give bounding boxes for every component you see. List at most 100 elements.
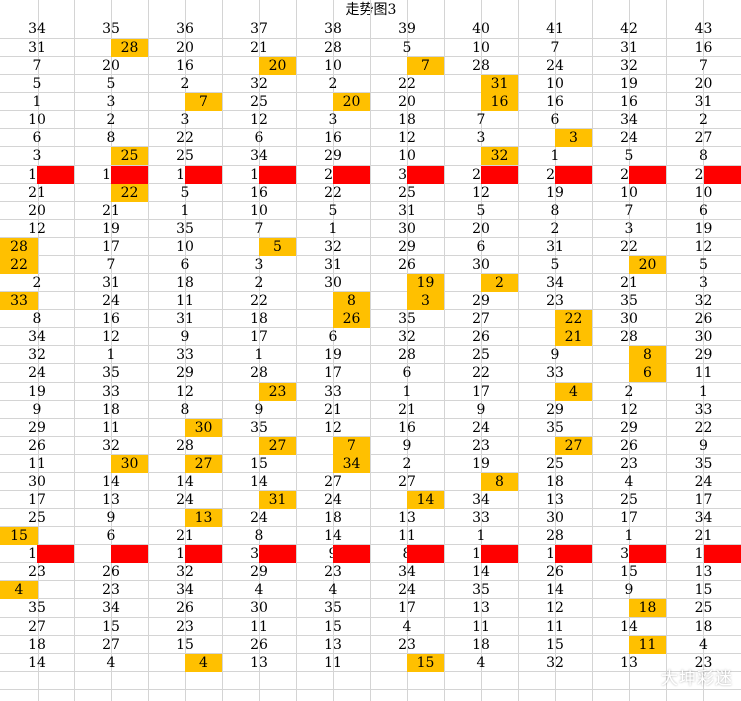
number-cell: 4	[699, 637, 708, 653]
number-cell: 26	[333, 310, 370, 328]
number-cell: 24	[102, 293, 120, 309]
number-cell: 31	[259, 491, 296, 509]
number-cell: 1	[254, 347, 264, 363]
separator-bar	[629, 545, 666, 563]
grid-hline	[0, 219, 741, 220]
separator-bar	[185, 166, 222, 184]
number-cell: 22	[398, 76, 416, 92]
grid-hline	[0, 56, 741, 57]
number-cell: 32	[481, 147, 518, 165]
number-cell: 27	[185, 455, 222, 473]
number-cell: 33	[472, 510, 490, 526]
number-cell: 35	[250, 420, 268, 436]
number-cell: 14	[546, 582, 564, 598]
number-cell: 12	[546, 600, 564, 616]
number-cell: 11	[629, 636, 666, 654]
number-cell: 20	[259, 57, 296, 75]
grid-hline	[0, 255, 741, 256]
number-cell: 2	[550, 221, 560, 237]
number-cell: 17	[324, 365, 342, 381]
number-cell: 20	[176, 40, 194, 56]
number-cell: 9	[180, 329, 190, 345]
number-cell: 27	[102, 637, 120, 653]
grid-hline	[0, 146, 741, 147]
number-cell: 22	[472, 365, 490, 381]
number-cell: 28	[0, 238, 38, 256]
number-cell: 13	[185, 509, 222, 527]
number-cell: 24	[620, 130, 638, 146]
number-cell: 14	[28, 655, 46, 671]
number-cell: 32	[620, 58, 638, 74]
number-cell: 27	[398, 474, 416, 490]
number-cell: 29	[398, 239, 416, 255]
number-cell: 9	[254, 402, 264, 418]
number-cell: 31	[176, 311, 194, 327]
number-cell: 23	[546, 293, 564, 309]
number-cell: 29	[472, 293, 490, 309]
number-cell: 16	[250, 185, 268, 201]
number-cell: 7	[407, 57, 444, 75]
number-cell: 25	[620, 492, 638, 508]
number-cell: 1	[476, 528, 486, 544]
number-cell: 18	[176, 275, 194, 291]
separator-bar	[629, 166, 666, 184]
number-cell: 5	[259, 238, 296, 256]
grid-hline	[0, 183, 741, 184]
number-cell: 9	[624, 582, 634, 598]
number-cell: 30	[28, 474, 46, 490]
number-cell: 12	[28, 221, 46, 237]
number-cell: 28	[111, 39, 148, 57]
number-cell: 24	[398, 582, 416, 598]
number-cell: 25	[111, 147, 148, 165]
number-cell: 18	[28, 637, 46, 653]
number-cell: 30	[398, 221, 416, 237]
number-cell: 1	[550, 148, 560, 164]
number-cell: 27	[694, 130, 713, 146]
number-cell: 13	[620, 655, 638, 671]
number-cell: 4	[555, 383, 592, 401]
number-cell: 31	[398, 203, 416, 219]
number-cell: 23	[398, 637, 416, 653]
number-cell: 30	[185, 419, 222, 437]
number-cell: 13	[694, 564, 713, 580]
number-cell: 23	[324, 564, 342, 580]
column-header: 39	[398, 21, 416, 37]
number-cell: 4	[254, 582, 264, 598]
number-cell: 22	[324, 185, 342, 201]
number-cell: 16	[102, 311, 120, 327]
grid-hline	[0, 635, 741, 636]
number-cell: 14	[472, 564, 490, 580]
number-cell: 34	[250, 148, 268, 164]
grid-hline	[0, 382, 741, 383]
number-cell: 26	[546, 564, 564, 580]
number-cell: 23	[28, 564, 46, 580]
number-cell: 18	[694, 619, 713, 635]
number-cell: 13	[472, 600, 490, 616]
number-cell: 12	[472, 185, 490, 201]
number-cell: 2	[32, 275, 42, 291]
number-cell: 6	[699, 203, 708, 219]
number-cell: 14	[102, 474, 120, 490]
grid-hline	[0, 273, 741, 274]
number-cell: 26	[398, 257, 416, 273]
number-cell: 31	[620, 40, 638, 56]
number-cell: 23	[620, 456, 638, 472]
number-cell: 33	[324, 384, 342, 400]
grid-hline	[0, 165, 741, 166]
number-cell: 3	[254, 257, 264, 273]
number-cell: 26	[694, 311, 713, 327]
grid-vline	[296, 0, 297, 701]
grid-hline	[0, 472, 741, 473]
number-cell: 3	[476, 130, 486, 146]
number-cell: 32	[250, 76, 268, 92]
number-cell: 9	[296, 545, 370, 563]
number-cell: 19	[102, 221, 120, 237]
number-cell: 12	[250, 112, 268, 128]
number-cell: 25	[250, 94, 268, 110]
number-cell: 11	[250, 619, 268, 635]
number-cell: 12	[694, 239, 713, 255]
number-cell: 20	[102, 58, 120, 74]
number-cell: 10	[398, 148, 416, 164]
grid-hline	[0, 128, 741, 129]
